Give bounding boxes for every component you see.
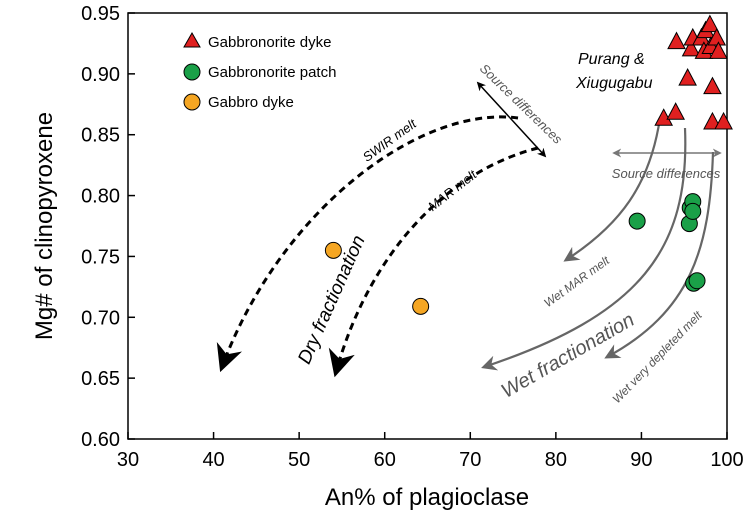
data-point-gabbronorite-dyke [700, 14, 720, 33]
data-point-gabbronorite-dyke [667, 31, 686, 50]
y-tick-label: 0.75 [81, 246, 120, 268]
annotation-purang-line2: Xiugugabu [575, 75, 653, 92]
y-tick-label: 0.65 [81, 368, 120, 390]
y-tick-label: 0.85 [81, 125, 120, 147]
x-tick-label: 40 [202, 449, 224, 471]
x-axis: 30 40 50 60 70 80 90 100 [117, 432, 744, 471]
legend: Gabbronorite dyke Gabbronorite patch Gab… [183, 31, 336, 111]
data-points [324, 14, 733, 315]
x-tick-label: 70 [459, 449, 481, 471]
legend-marker-gabbronorite-patch [183, 63, 201, 81]
data-point-gabbronorite-dyke [681, 38, 701, 57]
x-tick-label: 30 [117, 449, 139, 471]
y-tick-label: 0.90 [81, 64, 120, 86]
x-axis-title: An% of plagioclase [325, 484, 529, 511]
data-point-gabbronorite-dyke [666, 102, 685, 120]
wet-mar-melt-trend-arrow [563, 117, 662, 262]
annotation-source-differences-diagonal: Source differences [477, 61, 566, 147]
annotation-purang-line1: Purang & [578, 51, 645, 68]
annotation-swir-melt: SWIR melt [360, 115, 420, 164]
data-point-gabbro-dyke [324, 241, 342, 259]
data-point-gabbronorite-patch [688, 272, 706, 290]
x-tick-label: 100 [710, 449, 743, 471]
y-tick-label: 0.95 [81, 3, 120, 25]
x-tick-label: 50 [288, 449, 310, 471]
data-point-gabbronorite-patch [628, 212, 646, 230]
wet-depleted-melt-trend-arrow [604, 151, 715, 359]
y-axis: 0.60 0.65 0.70 0.75 0.80 0.85 0.90 0.95 [81, 3, 135, 451]
annotation-source-differences-horizontal: Source differences [612, 166, 721, 181]
x-tick-label: 80 [545, 449, 567, 471]
data-point-gabbronorite-dyke [709, 41, 728, 59]
data-point-gabbronorite-patch [684, 202, 702, 220]
data-point-gabbronorite-dyke [714, 111, 733, 130]
annotations: Purang & Xiugugabu Source differences So… [294, 51, 720, 406]
legend-marker-gabbronorite-dyke [183, 31, 201, 48]
legend-label-gabbronorite-dyke: Gabbronorite dyke [208, 34, 331, 51]
data-point-gabbro-dyke [412, 297, 430, 315]
trend-arrows [216, 81, 722, 378]
annotation-mar-melt: MAR melt [425, 166, 480, 214]
legend-label-gabbronorite-patch: Gabbronorite patch [208, 64, 336, 81]
data-point-gabbronorite-dyke [678, 68, 697, 86]
y-tick-label: 0.60 [81, 429, 120, 451]
data-point-gabbronorite-dyke [703, 76, 722, 95]
legend-label-gabbro-dyke: Gabbro dyke [208, 94, 294, 111]
legend-marker-gabbro-dyke [183, 93, 201, 111]
annotation-wet-mar-melt: Wet MAR melt [541, 253, 612, 310]
mar-melt-trend-arrow [328, 146, 539, 378]
swir-melt-trend-arrow [216, 115, 519, 373]
wet-fractionation-trend-arrow [481, 127, 687, 371]
plot-area [127, 12, 728, 440]
y-tick-label: 0.80 [81, 186, 120, 208]
x-tick-label: 90 [630, 449, 652, 471]
y-tick-label: 0.70 [81, 307, 120, 329]
source-differences-diagonal-arrow [476, 81, 547, 158]
x-tick-label: 60 [374, 449, 396, 471]
y-axis-title: Mg# of clinopyroxene [31, 112, 58, 340]
